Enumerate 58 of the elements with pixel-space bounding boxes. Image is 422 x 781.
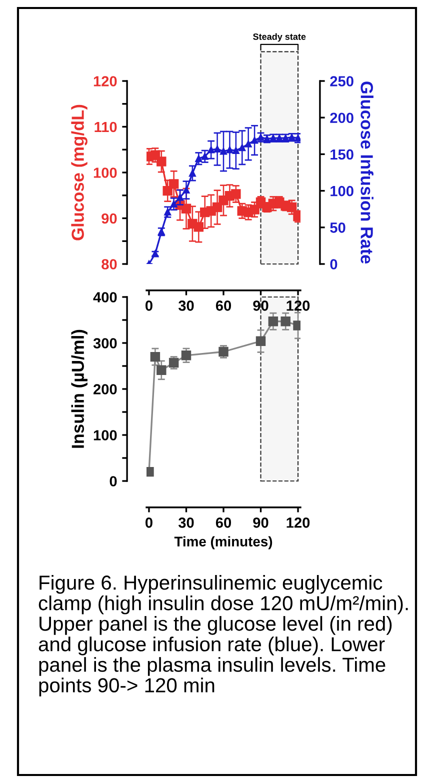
x-tick-label: 60 (216, 300, 232, 311)
y2-axis-title: Glucose Infusion Rate (360, 82, 374, 264)
y-tick-label: 0 (110, 476, 117, 486)
point (238, 144, 246, 152)
point (176, 194, 184, 201)
x-tick-label: 120 (286, 517, 310, 528)
point (168, 179, 179, 189)
point (208, 146, 215, 154)
point (181, 350, 192, 360)
y2-tick-label: 250 (330, 76, 354, 86)
point (170, 200, 178, 208)
x-tick-label: 30 (178, 300, 194, 311)
x-tick-label: 60 (216, 517, 232, 528)
y-tick-label: 110 (94, 122, 117, 132)
y-axis-title: Glucose (mg/dL) (71, 104, 88, 240)
point (256, 336, 266, 346)
point (181, 204, 192, 214)
point (220, 148, 227, 155)
point (232, 147, 240, 154)
y-tick-label: 300 (93, 338, 117, 348)
point (280, 316, 290, 326)
point (231, 189, 241, 199)
y-tick-label: 120 (94, 76, 117, 86)
point (194, 222, 204, 232)
point (226, 146, 234, 154)
x-tick-label: 90 (253, 517, 268, 528)
y-tick-label: 200 (94, 384, 117, 394)
x-tick-label: 90 (253, 300, 268, 311)
caption: Figure 6. Hyperinsulinemic euglycemic clamp (high insulin dose 120 mU/m²/min). Upper panel is the glucose level (in red) and glucose infusion rate (blue). Lower panel is the plasma insulin levels. Time points 90-> 120 min (38, 575, 408, 696)
point (214, 146, 221, 153)
band-label: Steady state (253, 33, 306, 42)
point (195, 155, 202, 162)
x-tick-label: 30 (178, 517, 194, 528)
x-tick-label: 120 (286, 300, 310, 311)
point (251, 136, 258, 144)
y-tick-label: 400 (93, 292, 117, 302)
point (164, 208, 172, 216)
y-axis-title: Insulin (µU/ml) (71, 330, 88, 448)
y2-tick-label: 0 (330, 259, 338, 270)
point (250, 204, 260, 214)
y2-tick-label: 200 (330, 112, 354, 124)
y-tick-label: 90 (102, 213, 117, 224)
y-tick-label: 100 (94, 168, 117, 178)
point (156, 365, 166, 375)
point (244, 140, 252, 148)
point (150, 352, 160, 362)
y2-tick-label: 100 (330, 186, 354, 196)
y-tick-label: 100 (94, 430, 117, 440)
point (188, 170, 196, 177)
x-tick-label: 0 (146, 517, 152, 528)
y-tick-label: 80 (102, 259, 117, 270)
y2-tick-label: 150 (330, 149, 354, 160)
x-axis-title: Time (minutes) (174, 536, 272, 550)
point (201, 152, 208, 160)
y2-tick-label: 50 (330, 222, 346, 233)
point (268, 316, 278, 326)
x-tick-label: 0 (146, 300, 152, 311)
point (156, 156, 166, 166)
